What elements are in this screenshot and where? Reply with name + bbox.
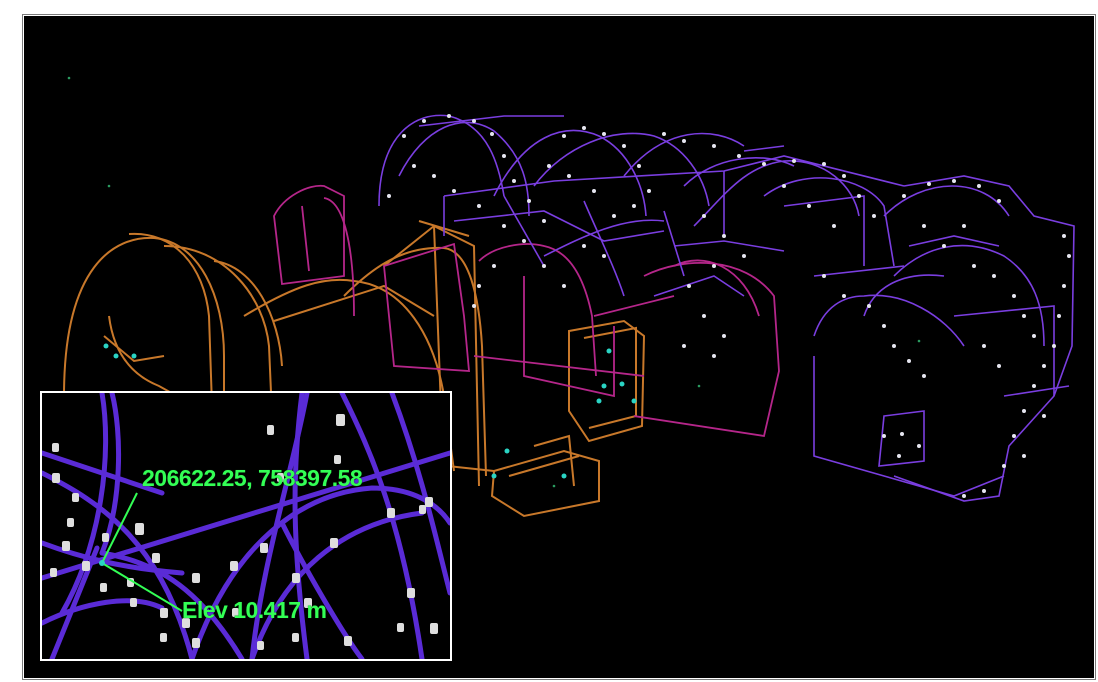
coordinate-readout: 206622.25, 758397.58 [142,465,363,491]
leader-lines [101,492,183,612]
magenta-vault-wireframes [273,184,780,438]
inset-wireframe [42,393,450,659]
stray-points [67,76,921,488]
snap-point-icon [99,560,105,566]
purple-vault-wireframes [378,114,1075,502]
zoom-inset: 206622.25, 758397.58 Elev 10.417 m [40,391,452,661]
elevation-readout: Elev 10.417 m [182,597,327,623]
3d-viewport[interactable]: 206622.25, 758397.58 Elev 10.417 m [24,16,1094,678]
vertex-points [387,114,1071,498]
viewer-frame: 206622.25, 758397.58 Elev 10.417 m [22,14,1096,680]
snap-vertices [103,343,637,479]
